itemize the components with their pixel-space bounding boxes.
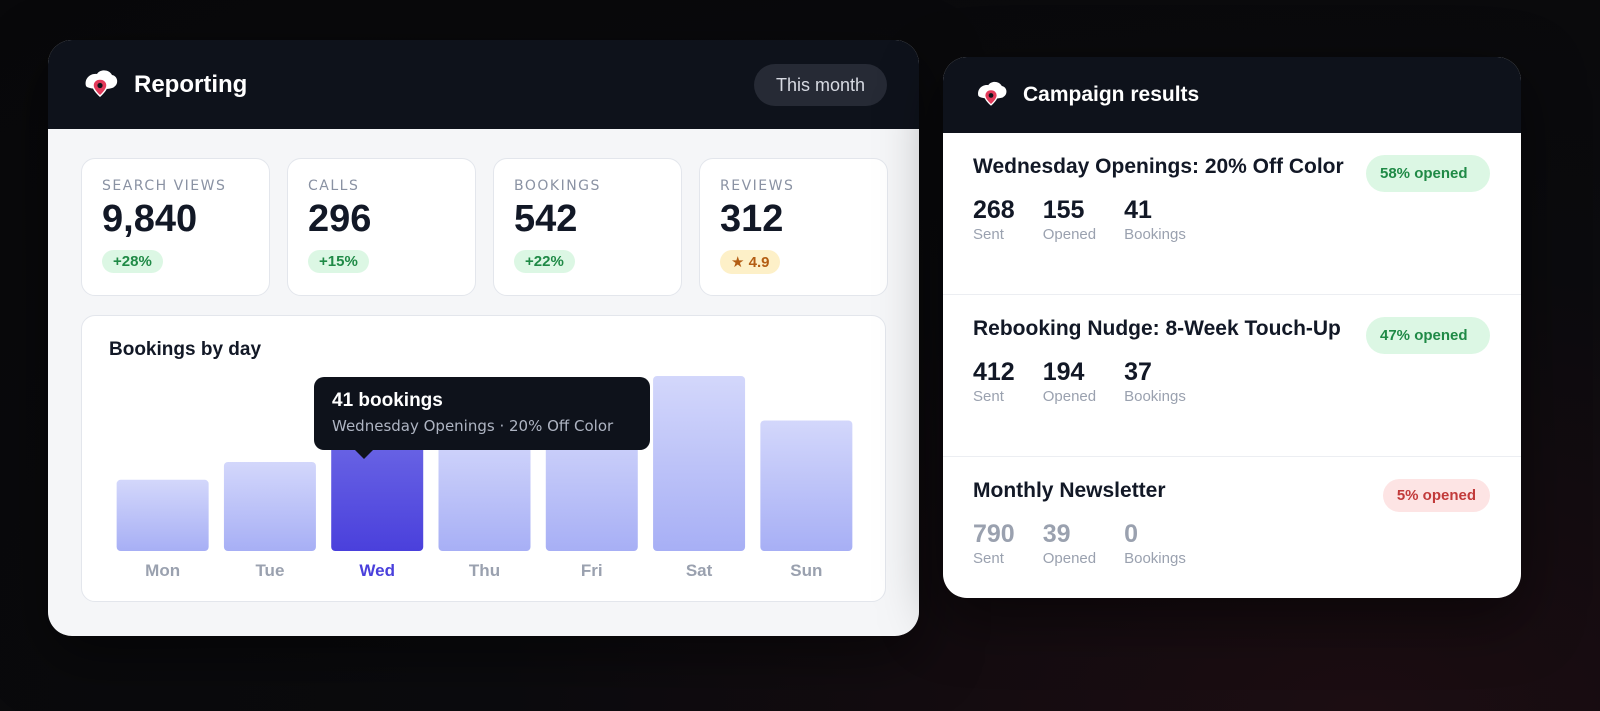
open-rate-badge: 58% opened xyxy=(1366,155,1490,192)
x-tick-label-sun: Sun xyxy=(790,561,822,580)
campaign-row[interactable]: Monthly Newsletter 5% opened 790 Sent 39… xyxy=(943,457,1521,598)
page-title: Reporting xyxy=(134,70,248,98)
stat-card-calls: CALLS 296 +15% xyxy=(287,158,476,296)
campaign-name: Rebooking Nudge: 8-Week Touch-Up xyxy=(973,317,1341,340)
stat-change-badge: +22% xyxy=(514,249,575,273)
stat-label: CALLS xyxy=(308,178,360,194)
map-pin-cloud-icon xyxy=(978,81,1007,106)
period-selector-button[interactable]: This month xyxy=(753,63,887,106)
stat-change-badge: +15% xyxy=(308,249,369,273)
metric-value: 194 xyxy=(1042,358,1085,386)
stat-card-bookings: BOOKINGS 542 +22% xyxy=(493,158,682,296)
rating-badge: ★ 4.9 xyxy=(720,249,781,274)
campaign-header: Campaign results xyxy=(943,57,1521,133)
stat-card-search-views: SEARCH VIEWS 9,840 +28% xyxy=(81,158,270,296)
x-tick-label-tue: Tue xyxy=(255,561,284,580)
chart-tooltip: 41 bookings Wednesday Openings · 20% Off… xyxy=(314,377,650,459)
metric-value: 39 xyxy=(1042,520,1071,548)
metric-label: Bookings xyxy=(1124,550,1186,567)
bookings-chart-card: Mon Tue Wed Thu Fri Sat Sun Bookings by day 41… xyxy=(81,315,886,602)
metric-value: 41 xyxy=(1124,196,1152,224)
stat-card-reviews: REVIEWS 312 ★ 4.9 xyxy=(699,158,888,296)
open-rate-badge: 5% opened xyxy=(1382,479,1490,512)
bar-mon[interactable] xyxy=(116,479,209,551)
metric-label: Opened xyxy=(1042,226,1097,243)
bar-thu[interactable] xyxy=(438,432,531,551)
metric-value: 790 xyxy=(973,520,1015,548)
campaign-title: Campaign results xyxy=(1023,83,1200,106)
open-rate-badge: 47% opened xyxy=(1366,317,1490,354)
tooltip-title: 41 bookings xyxy=(332,390,443,411)
metric-value: 412 xyxy=(973,358,1015,386)
bookings-bar-chart: Mon Tue Wed Thu Fri Sat Sun xyxy=(116,375,853,580)
campaign-metrics: 790 Sent 39 Opened 0 Bookings xyxy=(973,520,1491,567)
x-tick-label-sat: Sat xyxy=(686,561,713,580)
campaign-row[interactable]: Wednesday Openings: 20% Off Color 58% op… xyxy=(943,133,1521,295)
stat-value: 296 xyxy=(308,198,372,240)
metric-value: 0 xyxy=(1124,520,1139,548)
bar-tue[interactable] xyxy=(223,462,316,551)
chart-title: Bookings by day xyxy=(109,339,262,360)
bar-sat[interactable] xyxy=(653,375,746,551)
metric-label: Sent xyxy=(973,388,1004,405)
metric-opened: 155 Opened xyxy=(1043,196,1096,243)
metric-value: 268 xyxy=(973,196,1015,224)
bar-sun[interactable] xyxy=(760,420,853,551)
stats-row: SEARCH VIEWS 9,840 +28% CALLS 296 +15% B… xyxy=(81,158,888,296)
metric-label: Opened xyxy=(1042,550,1097,567)
campaign-name: Wednesday Openings: 20% Off Color xyxy=(973,155,1344,178)
map-pin-cloud-icon xyxy=(85,69,118,97)
metric-label: Sent xyxy=(973,226,1004,243)
stat-value: 312 xyxy=(720,198,784,240)
x-tick-label-fri: Fri xyxy=(581,561,603,580)
metric-sent: 268 Sent xyxy=(973,196,1015,243)
metric-bookings: 0 Bookings xyxy=(1124,520,1186,567)
stat-value: 9,840 xyxy=(102,198,198,240)
x-tick-label-wed: Wed xyxy=(359,561,395,580)
metric-bookings: 37 Bookings xyxy=(1124,358,1186,405)
metric-label: Sent xyxy=(973,550,1004,567)
reporting-header: Reporting This month xyxy=(48,40,919,129)
metric-value: 37 xyxy=(1124,358,1152,386)
stat-label: SEARCH VIEWS xyxy=(102,178,227,194)
bar-fri[interactable] xyxy=(545,417,638,552)
metric-opened: 194 Opened xyxy=(1043,358,1096,405)
x-tick-label-thu: Thu xyxy=(469,561,500,580)
metric-label: Bookings xyxy=(1124,226,1186,243)
campaign-metrics: 412 Sent 194 Opened 37 Bookings xyxy=(973,358,1491,405)
metric-sent: 790 Sent xyxy=(973,520,1015,567)
metric-label: Opened xyxy=(1042,388,1097,405)
campaign-row[interactable]: Rebooking Nudge: 8-Week Touch-Up 47% ope… xyxy=(943,295,1521,457)
metric-sent: 412 Sent xyxy=(973,358,1015,405)
campaign-results-card: Campaign results Wednesday Openings: 20%… xyxy=(943,57,1521,598)
campaign-name: Monthly Newsletter xyxy=(973,479,1166,502)
metric-bookings: 41 Bookings xyxy=(1124,196,1186,243)
x-tick-label-mon: Mon xyxy=(145,561,180,580)
stat-label: REVIEWS xyxy=(720,178,795,194)
metric-label: Bookings xyxy=(1124,388,1186,405)
tooltip-subtitle: Wednesday Openings · 20% Off Color xyxy=(332,417,614,435)
campaign-metrics: 268 Sent 155 Opened 41 Bookings xyxy=(973,196,1491,243)
metric-opened: 39 Opened xyxy=(1043,520,1096,567)
stat-change-badge: +28% xyxy=(102,249,163,273)
reporting-card: Reporting This month SEARCH VIEWS 9,840 … xyxy=(48,40,919,636)
stat-label: BOOKINGS xyxy=(514,178,601,194)
stat-value: 542 xyxy=(514,198,578,240)
metric-value: 155 xyxy=(1042,196,1085,224)
